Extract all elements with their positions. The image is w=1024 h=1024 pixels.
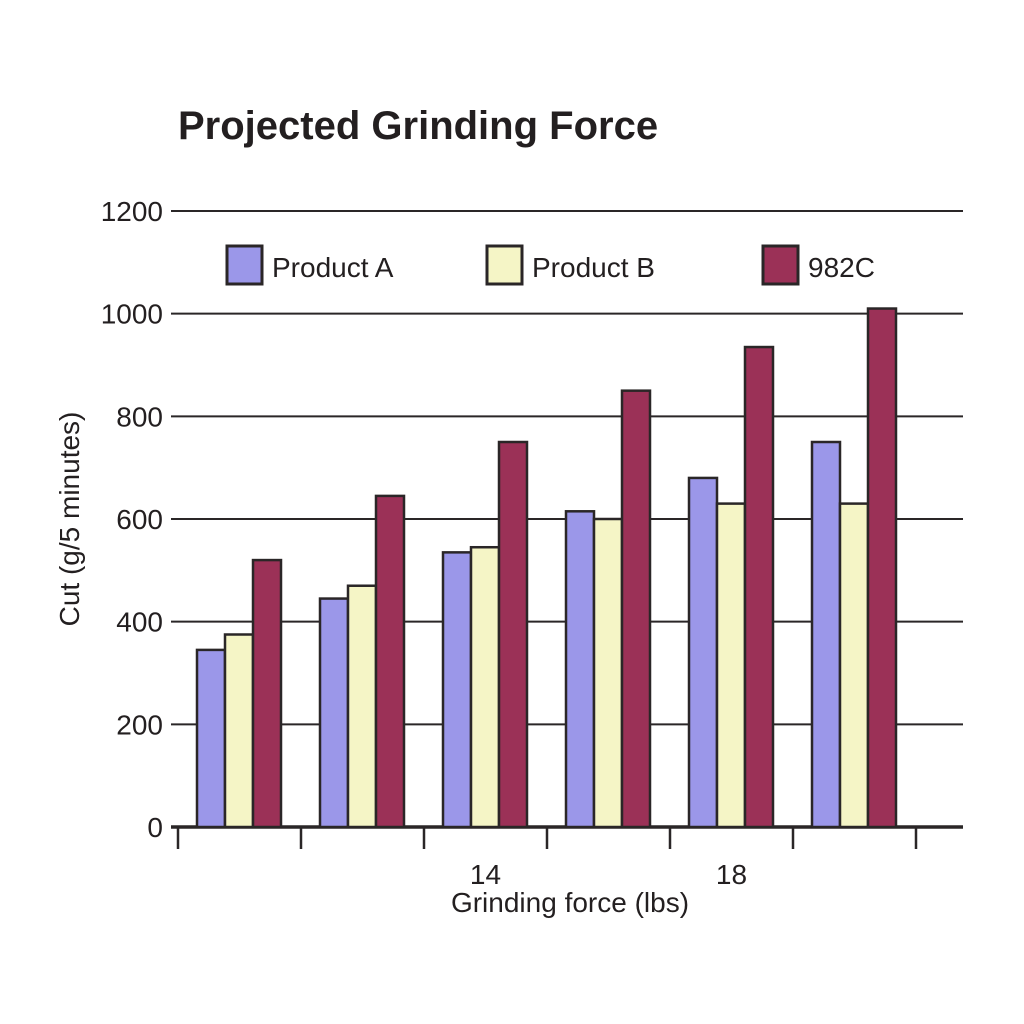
y-tick-label-1200: 1200	[101, 196, 163, 227]
legend-item-product-b: Product B	[485, 244, 655, 286]
y-axis-title: Cut (g/5 minutes)	[54, 412, 85, 627]
y-tick-labels: 0 200 400 600 800 1000 1200	[101, 196, 163, 843]
bar-product-b-group-3	[469, 545, 501, 829]
legend-swatch-product-a	[225, 244, 264, 286]
y-tick-label-800: 800	[116, 401, 163, 432]
legend-item-982c: 982C	[761, 244, 875, 286]
y-tick-label-1000: 1000	[101, 299, 163, 330]
bar-product-b-group-4	[592, 517, 624, 829]
axis-ticks	[176, 827, 918, 849]
bar-982c-group-1	[251, 558, 283, 829]
x-tick-label-18: 18	[716, 859, 747, 890]
bar-product-a-group-5	[687, 476, 719, 829]
chart-title: Projected Grinding Force	[178, 104, 659, 148]
legend-label-982c: 982C	[808, 252, 875, 283]
bar-product-a-group-1	[195, 648, 227, 829]
y-tick-label-200: 200	[116, 709, 163, 740]
bar-product-a-group-2	[318, 597, 350, 829]
bar-982c-group-3	[497, 440, 529, 829]
legend-item-product-a: Product A	[225, 244, 394, 286]
x-axis-title: Grinding force (lbs)	[451, 887, 689, 918]
y-tick-label-400: 400	[116, 607, 163, 638]
bars	[195, 307, 898, 829]
x-tick-labels: 14 18	[470, 859, 747, 890]
bar-982c-group-6	[866, 307, 898, 829]
y-tick-label-600: 600	[116, 504, 163, 535]
bar-product-b-group-1	[223, 633, 255, 829]
legend: Product A Product B 982C	[225, 244, 875, 286]
bar-product-b-group-6	[838, 502, 870, 829]
legend-swatch-982c	[761, 244, 800, 286]
legend-swatch-product-b	[485, 244, 524, 286]
legend-label-product-b: Product B	[532, 252, 655, 283]
x-tick-label-14: 14	[470, 859, 501, 890]
bar-product-b-group-2	[346, 584, 378, 829]
bar-982c-group-2	[374, 494, 406, 829]
legend-label-product-a: Product A	[272, 252, 394, 283]
y-tick-label-0: 0	[147, 812, 163, 843]
bar-982c-group-5	[743, 345, 775, 829]
bar-product-a-group-4	[564, 510, 596, 829]
bar-product-a-group-3	[441, 551, 473, 829]
bar-982c-group-4	[620, 389, 652, 829]
bar-product-b-group-5	[715, 502, 747, 829]
bar-product-a-group-6	[810, 440, 842, 829]
